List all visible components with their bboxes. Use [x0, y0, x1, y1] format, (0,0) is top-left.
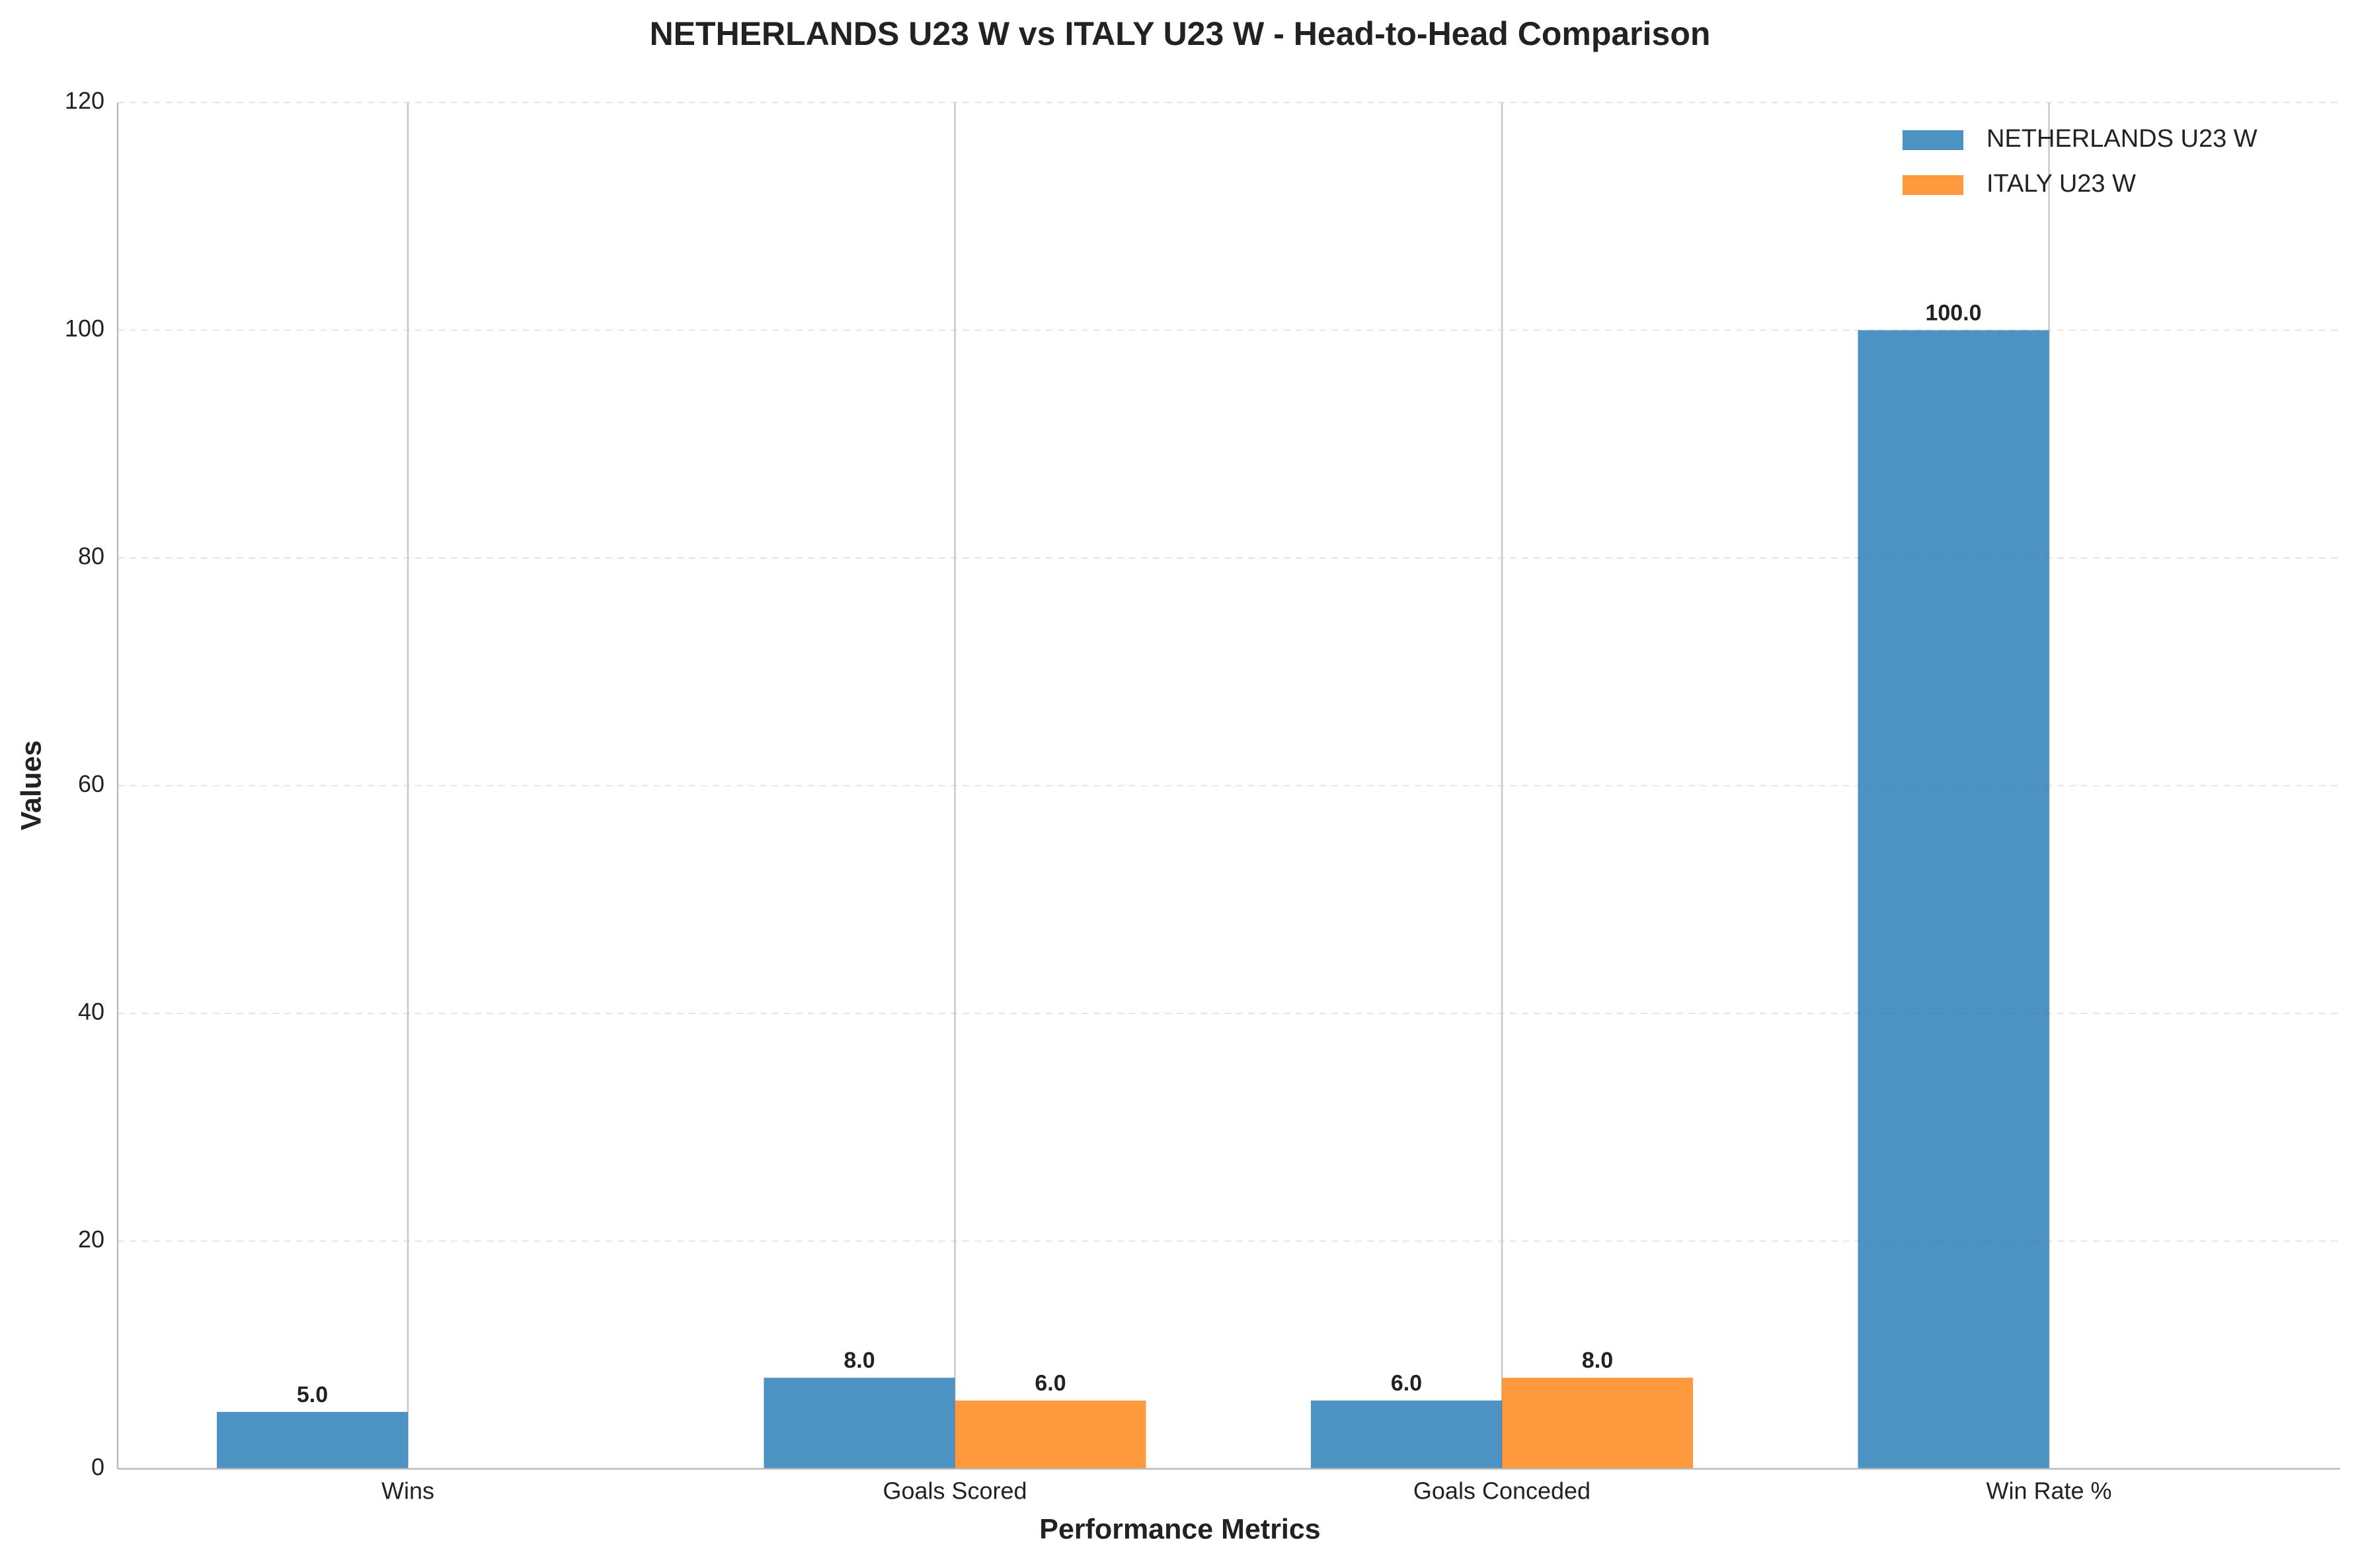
x-tick-label: Wins: [381, 1477, 434, 1505]
chart-title: NETHERLANDS U23 W vs ITALY U23 W - Head-…: [650, 15, 1711, 52]
data-label: 6.0: [1391, 1371, 1422, 1396]
bar: [1858, 330, 2049, 1469]
data-label: 6.0: [1035, 1371, 1066, 1396]
x-tick-label: Goals Scored: [883, 1477, 1027, 1505]
data-label: 100.0: [1925, 300, 1981, 325]
y-tick-label: 60: [78, 770, 104, 797]
x-tick-label: Goals Conceded: [1413, 1477, 1591, 1505]
legend-label: NETHERLANDS U23 W: [1986, 125, 2258, 153]
data-label: 8.0: [844, 1348, 875, 1373]
bar: [955, 1400, 1146, 1469]
y-tick-label: 120: [65, 87, 104, 114]
bar: [1311, 1400, 1502, 1469]
legend-swatch: [1903, 130, 1963, 150]
bar: [1502, 1378, 1693, 1469]
x-tick-label: Win Rate %: [1986, 1477, 2111, 1505]
bar: [217, 1411, 408, 1469]
y-axis-label: Values: [15, 740, 47, 830]
data-label: 5.0: [297, 1382, 328, 1407]
legend-label: ITALY U23 W: [1986, 170, 2136, 198]
y-tick-label: 0: [91, 1454, 104, 1481]
data-label: 8.0: [1582, 1348, 1613, 1373]
bar: [764, 1378, 955, 1469]
y-tick-label: 100: [65, 315, 104, 342]
legend-swatch: [1903, 175, 1963, 195]
y-tick-label: 80: [78, 543, 104, 570]
y-tick-label: 20: [78, 1226, 104, 1253]
y-tick-label: 40: [78, 998, 104, 1025]
x-axis-label: Performance Metrics: [1039, 1513, 1320, 1545]
